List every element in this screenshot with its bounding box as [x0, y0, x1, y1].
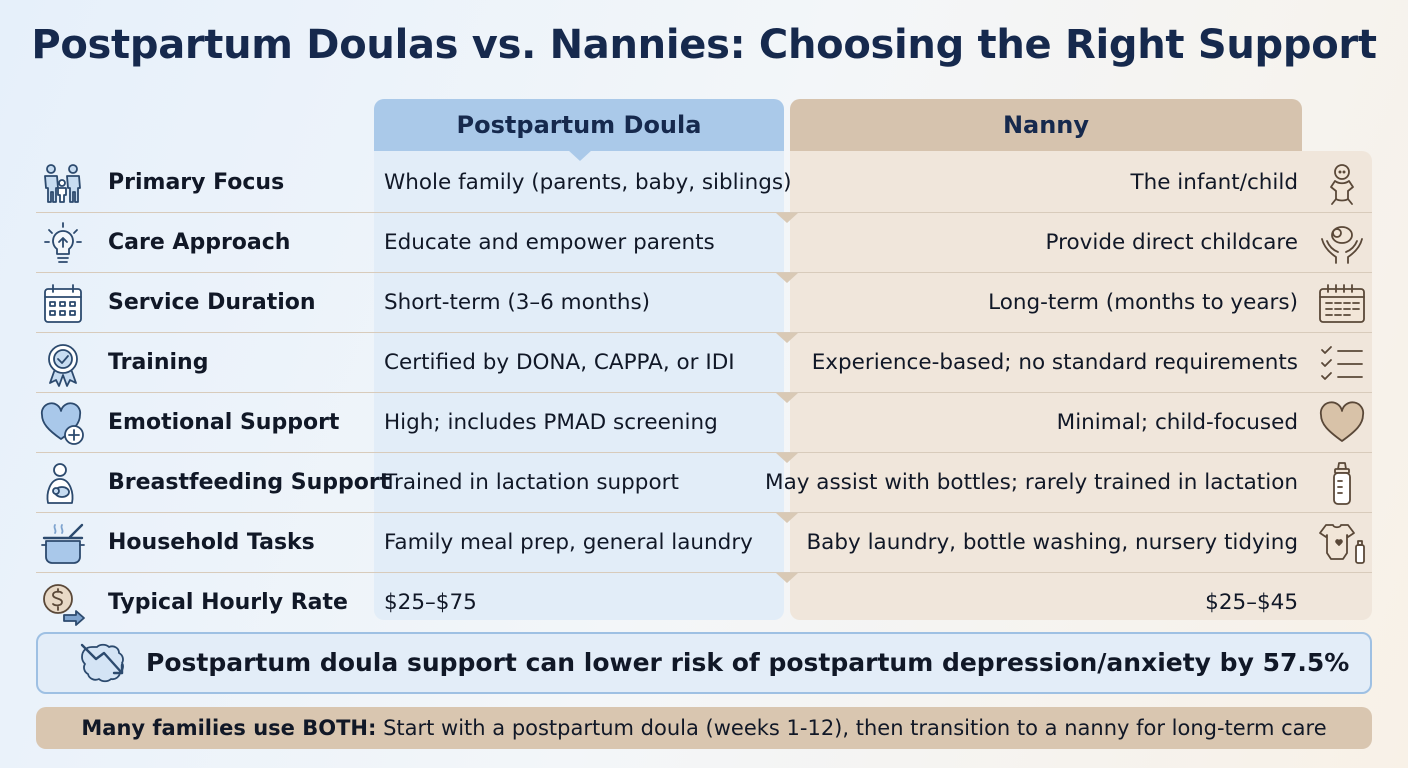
nanny-value: Provide direct childcare	[1045, 230, 1298, 255]
doula-column-header: Postpartum Doula	[374, 99, 784, 161]
doula-column-background	[374, 151, 784, 620]
downtrend-brain-icon	[78, 639, 130, 689]
comparison-row-household-tasks: Household Tasks Family meal prep, genera…	[36, 513, 1372, 583]
statistic-callout: Postpartum doula support can lower risk …	[36, 632, 1372, 694]
checklist-icon	[1318, 341, 1366, 387]
onesie-bottle-icon	[1318, 521, 1366, 567]
comparison-row-emotional-support: Emotional Support High; includes PMAD sc…	[36, 393, 1372, 463]
doula-value: Short-term (3–6 months)	[384, 290, 651, 315]
recommendation-text: Start with a postpartum doula (weeks 1-1…	[376, 716, 1327, 740]
doula-value: $25–$75	[384, 590, 477, 615]
doula-value: Whole family (parents, baby, siblings)	[384, 170, 792, 195]
row-label: Breastfeeding Support	[108, 470, 391, 495]
page-title: Postpartum Doulas vs. Nannies: Choosing …	[31, 22, 1377, 68]
row-divider-arrow	[776, 333, 798, 343]
recommendation-bar: Many families use BOTH: Start with a pos…	[36, 707, 1372, 749]
row-label: Typical Hourly Rate	[108, 590, 348, 615]
doula-value: Educate and empower parents	[384, 230, 715, 255]
hands-holding-baby-icon	[1318, 221, 1366, 267]
calendar-icon	[40, 281, 86, 327]
doula-value: High; includes PMAD screening	[384, 410, 718, 435]
cooking-pot-icon	[40, 521, 86, 567]
row-divider-arrow	[776, 453, 798, 463]
nanny-column-background	[790, 151, 1372, 620]
lightbulb-icon	[40, 221, 86, 267]
recommendation-lead: Many families use BOTH:	[81, 716, 377, 740]
dollar-coin-icon	[40, 581, 86, 627]
nanny-value: Experience-based; no standard requiremen…	[811, 350, 1298, 375]
row-divider-arrow	[776, 273, 798, 283]
nanny-value: Long-term (months to years)	[988, 290, 1298, 315]
nanny-value: Baby laundry, bottle washing, nursery ti…	[806, 530, 1298, 555]
nanny-column-header: Nanny	[790, 99, 1302, 151]
row-label: Household Tasks	[108, 530, 315, 555]
row-label: Service Duration	[108, 290, 316, 315]
nanny-value: The infant/child	[1130, 170, 1298, 195]
nanny-value: May assist with bottles; rarely trained …	[765, 470, 1298, 495]
nanny-value: Minimal; child-focused	[1056, 410, 1298, 435]
doula-value: Trained in lactation support	[384, 470, 679, 495]
nanny-value: $25–$45	[1205, 590, 1298, 615]
mother-nursing-icon	[40, 461, 86, 507]
row-divider-arrow	[776, 513, 798, 523]
row-divider-arrow	[776, 573, 798, 583]
family-icon	[40, 161, 86, 207]
comparison-row-care-approach: Care Approach Educate and empower parent…	[36, 213, 1372, 283]
row-label: Primary Focus	[108, 170, 285, 195]
row-label: Care Approach	[108, 230, 291, 255]
doula-value: Family meal prep, general laundry	[384, 530, 753, 555]
baby-bottle-icon	[1318, 461, 1366, 507]
calendar-icon	[1318, 281, 1366, 327]
doula-value: Certified by DONA, CAPPA, or IDI	[384, 350, 735, 375]
comparison-row-typical-hourly-rate: Typical Hourly Rate $25–$75 $25–$45	[36, 573, 1372, 633]
row-label: Training	[108, 350, 209, 375]
baby-icon	[1318, 161, 1366, 207]
comparison-row-breastfeeding-support: Breastfeeding Support Trained in lactati…	[36, 453, 1372, 523]
row-divider-arrow	[776, 213, 798, 223]
row-divider-arrow	[776, 393, 798, 403]
heart-plus-icon	[40, 401, 86, 447]
comparison-row-service-duration: Service Duration Short-term (3–6 months)…	[36, 273, 1372, 343]
statistic-text: Postpartum doula support can lower risk …	[146, 648, 1350, 677]
award-badge-icon	[40, 341, 86, 387]
heart-icon	[1318, 401, 1366, 447]
row-label: Emotional Support	[108, 410, 340, 435]
comparison-row-training: Training Certified by DONA, CAPPA, or ID…	[36, 333, 1372, 403]
comparison-row-primary-focus: Primary Focus Whole family (parents, bab…	[36, 153, 1372, 223]
